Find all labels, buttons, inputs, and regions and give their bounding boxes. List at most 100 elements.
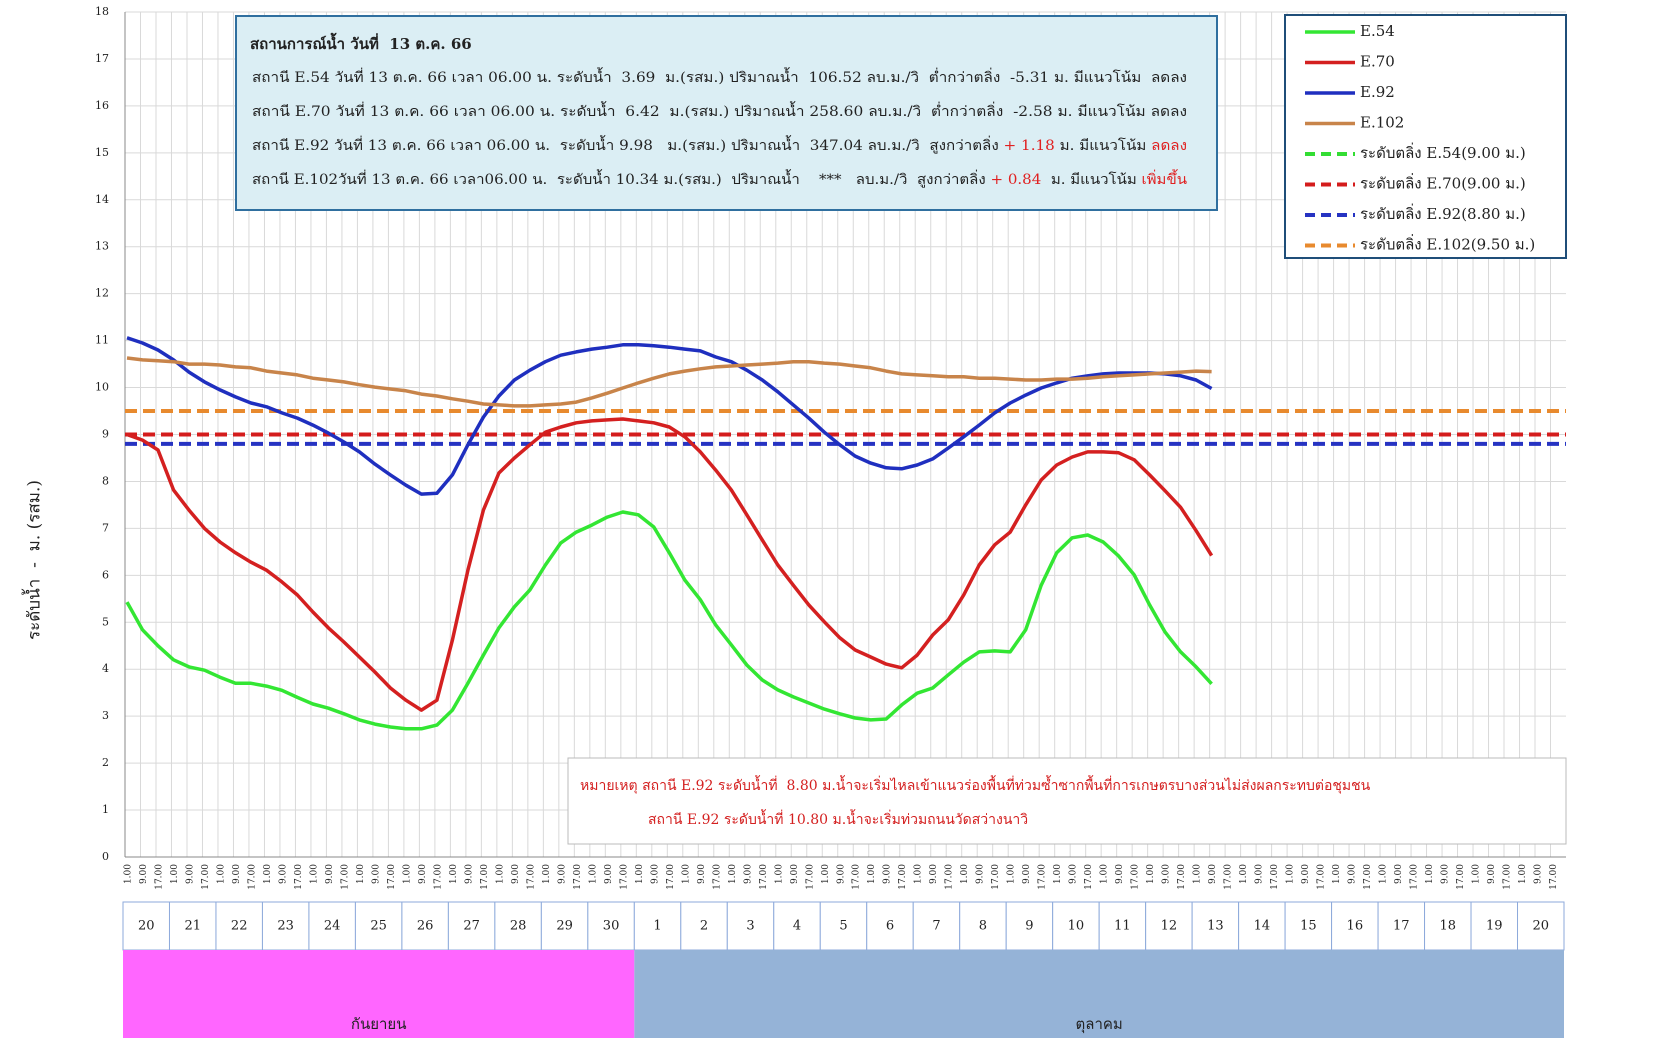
x-tick-label: 1.00 (309, 864, 319, 884)
x-tick-label: 9.00 (1348, 864, 1358, 884)
x-tick-label: 1.00 (356, 864, 366, 884)
legend-label: ระดับตลิ่ง E.70(9.00 ม.) (1360, 173, 1526, 193)
x-tick-label: 17.00 (1270, 864, 1280, 890)
x-tick-label: 1.00 (449, 864, 459, 884)
day-label: 25 (370, 919, 387, 934)
day-cell (773, 901, 821, 951)
x-tick-label: 1.00 (402, 864, 412, 884)
x-tick-label: 1.00 (1239, 864, 1249, 884)
day-label: 9 (1025, 919, 1033, 934)
x-tick-label: 1.00 (216, 864, 226, 884)
x-tick-label: 9.00 (185, 864, 195, 884)
legend-label: ระดับตลิ่ง E.54(9.00 ม.) (1360, 142, 1526, 162)
x-tick-label: 9.00 (743, 864, 753, 884)
x-tick-label: 9.00 (1115, 864, 1125, 884)
x-tick-label: 9.00 (1069, 864, 1079, 884)
x-tick-label: 1.00 (635, 864, 645, 884)
x-tick-label: 17.00 (1131, 864, 1141, 890)
legend-label: E.70 (1360, 53, 1395, 71)
legend-label: ระดับตลิ่ง E.102(9.50 ม.) (1360, 234, 1535, 254)
x-tick-label: 17.00 (712, 864, 722, 890)
x-tick-label: 1.00 (1332, 864, 1342, 884)
y-tick-label: 10 (95, 381, 109, 394)
day-label: 26 (417, 919, 434, 934)
info-line: สถานี E.54 วันที่ 13 ต.ค. 66 เวลา 06.00 … (252, 67, 1187, 86)
y-tick-label: 11 (95, 334, 109, 347)
month-label: กันยายน (351, 1015, 407, 1033)
info-text: ม. มีแนวโน้ม (1041, 171, 1141, 188)
day-label: 6 (886, 919, 894, 934)
day-label: 24 (324, 919, 341, 934)
x-tick-label: 17.00 (1177, 864, 1187, 890)
day-label: 28 (510, 919, 527, 934)
x-tick-label: 9.00 (1487, 864, 1497, 884)
x-tick-label: 17.00 (480, 864, 490, 890)
day-label: 29 (556, 919, 573, 934)
day-cell (726, 901, 775, 951)
day-label: 13 (1207, 919, 1224, 934)
y-tick-label: 6 (102, 568, 109, 581)
x-tick-label: 17.00 (247, 864, 257, 890)
info-title: สถานการณ์น้ำ วันที่ 13 ต.ค. 66 (250, 32, 472, 53)
x-tick-label: 1.00 (867, 864, 877, 884)
day-label: 14 (1254, 919, 1271, 934)
x-tick-label: 1.00 (1379, 864, 1389, 884)
y-tick-label: 5 (102, 615, 109, 628)
day-label: 23 (277, 919, 294, 934)
note-text: หมายเหตุ สถานี E.92 ระดับน้ำที่ 8.80 ม.น… (580, 775, 1371, 794)
y-tick-label: 14 (95, 193, 109, 206)
x-tick-label: 1.00 (1007, 864, 1017, 884)
info-text: สถานี E.102วันที่ 13 ต.ค. 66 เวลา06.00 น… (252, 169, 990, 188)
x-tick-label: 1.00 (588, 864, 598, 884)
y-tick-label: 4 (102, 662, 109, 675)
x-tick-label: 9.00 (278, 864, 288, 884)
info-text: เพิ่มขึ้น (1142, 169, 1188, 188)
note-text: สถานี E.92 ระดับน้ำที่ 10.80 ม.น้ำจะเริ่… (648, 809, 1028, 828)
info-box (235, 15, 1218, 211)
x-tick-label: 9.00 (325, 864, 335, 884)
x-tick-label: 9.00 (976, 864, 986, 884)
x-tick-label: 9.00 (1394, 864, 1404, 884)
day-label: 2 (700, 919, 708, 934)
info-text: สถานี E.92 วันที่ 13 ต.ค. 66 เวลา 06.00 … (252, 135, 1004, 154)
day-cell (819, 901, 868, 951)
info-text: + 1.18 (1004, 138, 1055, 154)
x-tick-label: 9.00 (557, 864, 567, 884)
x-tick-label: 17.00 (666, 864, 676, 890)
x-tick-label: 1.00 (1425, 864, 1435, 884)
info-text: สถานี E.54 วันที่ 13 ต.ค. 66 เวลา 06.00 … (252, 67, 1187, 86)
day-cell (494, 901, 542, 951)
info-line: สถานี E.92 วันที่ 13 ต.ค. 66 เวลา 06.00 … (252, 135, 1187, 154)
x-tick-label: 17.00 (154, 864, 164, 890)
day-label: 18 (1440, 919, 1457, 934)
day-label: 4 (793, 919, 801, 934)
x-tick-label: 17.00 (991, 864, 1001, 890)
x-tick-label: 9.00 (139, 864, 149, 884)
x-tick-label: 17.00 (1038, 864, 1048, 890)
series-line (126, 356, 1212, 408)
day-cell (1005, 901, 1054, 951)
series-line (126, 417, 1214, 712)
y-tick-label: 17 (95, 52, 109, 65)
y-axis-label: ระดับน้ำ - ม. (รสม.) (22, 480, 45, 640)
x-tick-label: 9.00 (883, 864, 893, 884)
info-text: ลดลง (1151, 138, 1187, 154)
x-tick-label: 1.00 (1286, 864, 1296, 884)
day-label: 22 (231, 919, 248, 934)
legend-box (1284, 14, 1567, 259)
x-tick-label: 17.00 (619, 864, 629, 890)
x-tick-label: 9.00 (1208, 864, 1218, 884)
series-line (126, 336, 1213, 496)
x-tick-label: 9.00 (604, 864, 614, 884)
y-tick-label: 1 (102, 803, 109, 816)
day-label: 11 (1114, 919, 1131, 934)
info-text: ม. มีแนวโน้ม (1055, 137, 1151, 154)
x-tick-label: 9.00 (371, 864, 381, 884)
x-tick-label: 9.00 (1162, 864, 1172, 884)
day-cell (1377, 901, 1426, 951)
day-cell (215, 901, 263, 951)
day-label: 19 (1486, 919, 1503, 934)
x-tick-label: 1.00 (681, 864, 691, 884)
x-tick-label: 1.00 (1053, 864, 1063, 884)
x-tick-label: 17.00 (898, 864, 908, 890)
